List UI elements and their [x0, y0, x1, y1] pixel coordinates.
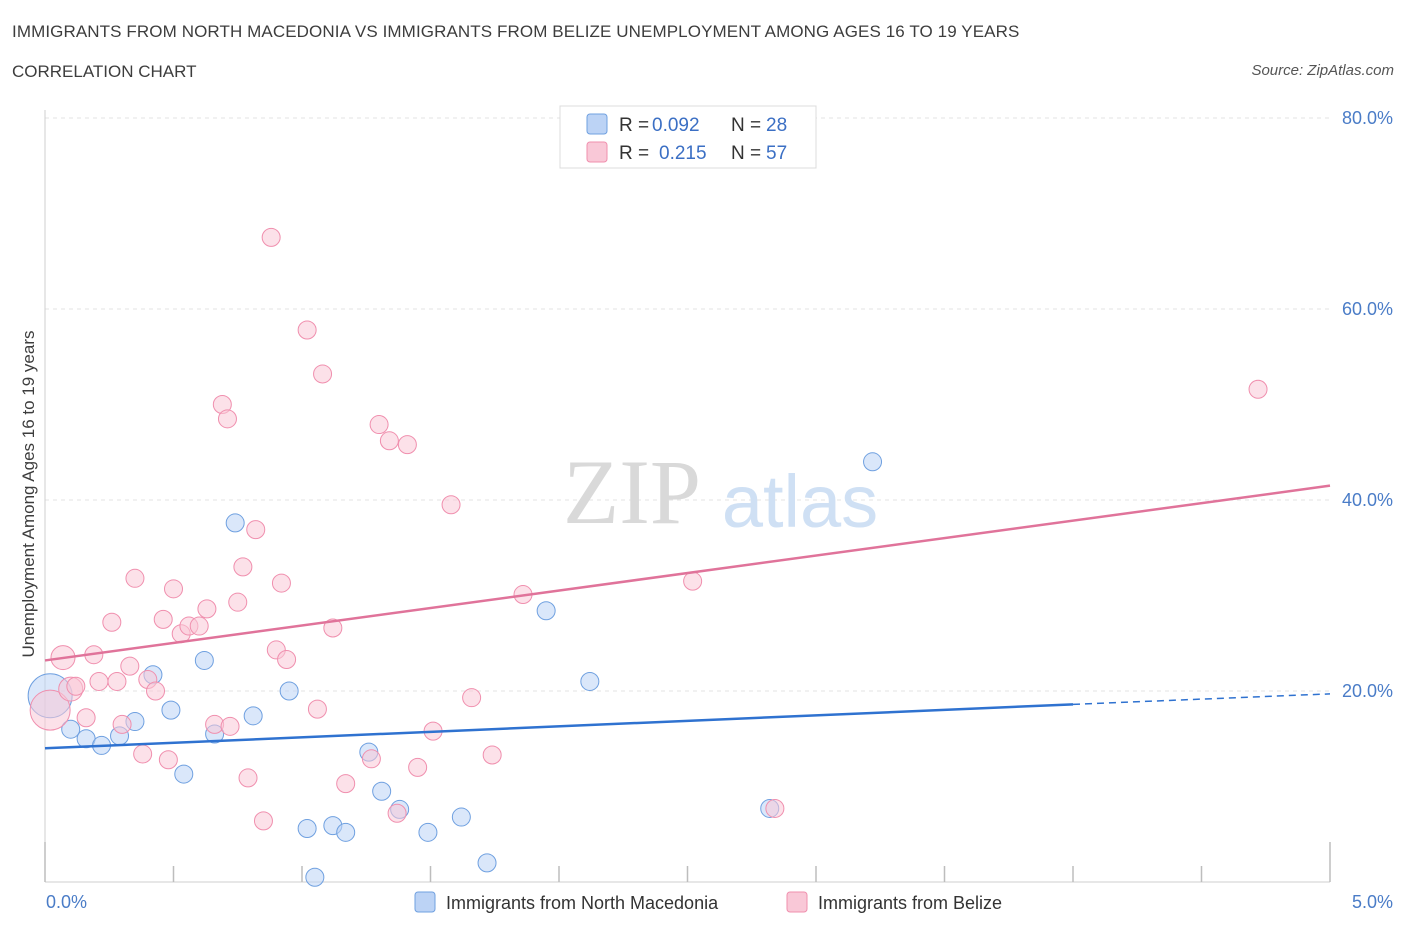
point-macedonia-23 — [477, 853, 497, 873]
point-belize-7 — [102, 612, 122, 632]
legend-n-label-belize: N = — [731, 143, 761, 164]
legend-swatch-macedonia — [586, 113, 608, 135]
point-belize-8 — [107, 671, 127, 691]
point-macedonia-11 — [225, 513, 245, 533]
trend-line-extension-macedonia — [1072, 693, 1331, 706]
legend-r-value-belize: 0.215 — [659, 143, 707, 164]
point-belize-21 — [197, 599, 217, 619]
point-belize-39 — [336, 774, 356, 794]
point-belize-24 — [217, 409, 237, 429]
point-macedonia-15 — [305, 867, 325, 887]
point-macedonia-12 — [243, 706, 263, 726]
point-belize-4 — [76, 708, 96, 728]
legend-swatch-belize — [586, 141, 608, 163]
legend-n-value-belize: 57 — [766, 143, 787, 164]
point-belize-31 — [261, 227, 281, 247]
bottom-legend-swatch-macedonia — [414, 891, 436, 913]
point-macedonia-13 — [279, 681, 299, 701]
watermark-atlas: atlas — [722, 460, 878, 543]
point-macedonia-7 — [161, 700, 181, 720]
point-belize-27 — [233, 557, 253, 577]
point-belize-12 — [133, 744, 153, 764]
point-macedonia-19 — [372, 781, 392, 801]
legend-r-label-belize: R = — [619, 143, 649, 164]
point-macedonia-22 — [451, 807, 471, 827]
point-macedonia-24 — [536, 601, 556, 621]
point-belize-3 — [66, 676, 86, 696]
stats-legend: R = 0.092 N = 28 R = 0.215 N = 57 — [559, 105, 817, 169]
source-credit: Source: ZipAtlas.com — [1251, 62, 1394, 79]
legend-r-value-macedonia: 0.092 — [652, 115, 700, 136]
y-tick-label-80: 80.0% — [1342, 108, 1393, 128]
point-belize-44 — [397, 435, 417, 455]
point-belize-11 — [125, 568, 145, 588]
point-belize-26 — [228, 592, 248, 612]
point-belize-36 — [307, 699, 327, 719]
y-tick-label-60: 60.0% — [1342, 299, 1393, 319]
point-belize-33 — [271, 573, 291, 593]
point-belize-16 — [158, 750, 178, 770]
point-macedonia-1 — [61, 719, 81, 739]
point-belize-40 — [361, 749, 381, 769]
legend-r-label-macedonia: R = — [619, 115, 649, 136]
point-belize-49 — [482, 745, 502, 765]
point-belize-30 — [253, 811, 273, 831]
point-macedonia-8 — [174, 764, 194, 784]
legend-n-label-macedonia: N = — [731, 115, 761, 136]
trend-line-belize — [44, 484, 1331, 662]
point-belize-17 — [164, 579, 183, 599]
y-tick-label-40: 40.0% — [1342, 490, 1393, 510]
point-macedonia-21 — [418, 822, 438, 842]
bottom-legend-swatch-belize — [786, 891, 808, 913]
watermark: ZIP atlas — [563, 441, 878, 543]
point-belize-15 — [153, 609, 173, 629]
series-legend: Immigrants from North Macedonia Immigran… — [414, 891, 1002, 913]
point-belize-20 — [189, 616, 209, 636]
point-belize-14 — [146, 681, 166, 701]
y-tick-label-20: 20.0% — [1342, 681, 1393, 701]
data-points — [27, 227, 1268, 887]
x-tick-label-min: 0.0% — [46, 892, 87, 912]
legend-n-value-macedonia: 28 — [766, 115, 787, 136]
point-belize-42 — [379, 431, 399, 451]
trend-lines — [44, 484, 1331, 750]
tick-labels: 20.0% 40.0% 60.0% 80.0% 0.0% 5.0% — [46, 108, 1393, 912]
y-axis-label: Unemployment Among Ages 16 to 19 years — [19, 331, 38, 658]
point-belize-52 — [765, 798, 785, 818]
chart-subtitle: CORRELATION CHART — [12, 62, 197, 81]
chart-title: IMMIGRANTS FROM NORTH MACEDONIA VS IMMIG… — [12, 22, 1020, 41]
point-belize-43 — [387, 803, 407, 823]
point-belize-6 — [89, 671, 109, 691]
trend-line-macedonia — [44, 703, 1074, 750]
bottom-legend-label-belize: Immigrants from Belize — [818, 893, 1002, 913]
point-belize-51 — [683, 571, 703, 591]
point-macedonia-14 — [297, 819, 317, 839]
axes — [44, 110, 1331, 883]
point-macedonia-17 — [336, 822, 356, 842]
bottom-legend-label-macedonia: Immigrants from North Macedonia — [446, 893, 719, 913]
point-belize-34 — [277, 649, 297, 669]
watermark-zip: ZIP — [563, 441, 701, 543]
point-belize-45 — [408, 757, 428, 777]
point-belize-41 — [369, 415, 389, 435]
point-belize-38 — [323, 618, 343, 638]
point-belize-37 — [313, 364, 333, 384]
point-macedonia-25 — [580, 671, 600, 691]
point-belize-28 — [238, 768, 258, 788]
point-belize-29 — [246, 520, 266, 540]
point-belize-25 — [220, 716, 240, 736]
point-belize-0 — [29, 689, 71, 731]
point-belize-9 — [112, 714, 132, 734]
x-tick-label-max: 5.0% — [1352, 892, 1393, 912]
point-macedonia-9 — [194, 650, 214, 670]
point-belize-53 — [1248, 379, 1268, 399]
point-belize-47 — [441, 495, 461, 515]
point-belize-35 — [297, 320, 317, 340]
point-macedonia-27 — [863, 452, 883, 472]
point-belize-48 — [462, 688, 482, 708]
point-belize-10 — [120, 656, 140, 676]
